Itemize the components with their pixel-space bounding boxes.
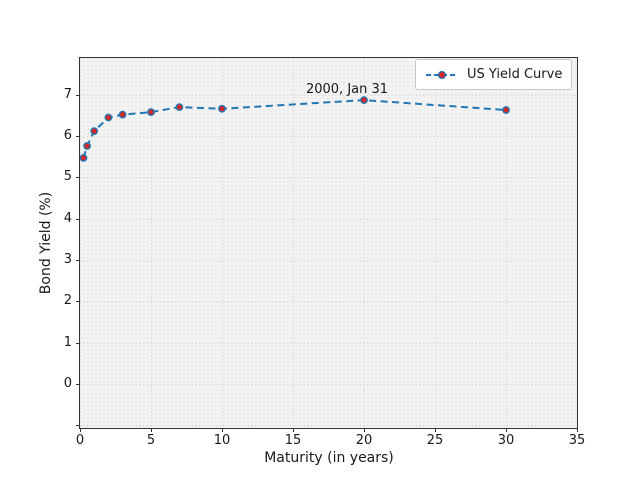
x-tick-label: 15 bbox=[284, 433, 302, 448]
x-tick-label: 5 bbox=[146, 433, 156, 448]
annotation-label: 2000, Jan 31 bbox=[305, 82, 389, 97]
x-tick-label: 20 bbox=[355, 433, 373, 448]
y-tick-label: 7 bbox=[63, 86, 72, 102]
y-tick-label: 3 bbox=[63, 251, 72, 267]
data-point-marker[interactable] bbox=[104, 113, 113, 122]
x-tick-label: 0 bbox=[75, 433, 85, 448]
y-tick-label: 0 bbox=[63, 375, 72, 391]
legend[interactable]: US Yield Curve bbox=[415, 59, 572, 90]
x-tick-label: 30 bbox=[497, 433, 515, 448]
axes-frame bbox=[79, 57, 578, 429]
x-tick-label: 35 bbox=[568, 433, 586, 448]
plot-area bbox=[80, 58, 577, 428]
y-tick-label: 5 bbox=[63, 169, 72, 185]
data-point-marker[interactable] bbox=[83, 142, 92, 150]
legend-label: US Yield Curve bbox=[467, 67, 563, 82]
data-point-marker[interactable] bbox=[502, 106, 510, 114]
y-tick-label: 1 bbox=[63, 334, 72, 350]
data-point-marker[interactable] bbox=[147, 108, 155, 117]
series-line bbox=[82, 99, 507, 159]
data-point-marker[interactable] bbox=[360, 96, 368, 105]
legend-line-marker-icon bbox=[426, 70, 458, 79]
x-tick-label: 10 bbox=[213, 433, 231, 448]
data-point-marker[interactable] bbox=[218, 104, 226, 113]
y-tick-label: 6 bbox=[63, 128, 72, 144]
y-axis-label: Bond Yield (%) bbox=[38, 191, 54, 295]
data-point-marker[interactable] bbox=[118, 110, 127, 119]
data-point-marker[interactable] bbox=[79, 153, 88, 162]
x-axis-label: Maturity (in years) bbox=[264, 450, 394, 466]
y-tick-label: 4 bbox=[63, 210, 72, 226]
data-point-marker[interactable] bbox=[90, 127, 99, 136]
x-tick-label: 25 bbox=[426, 433, 444, 448]
y-tick-label: 2 bbox=[63, 293, 72, 309]
data-point-marker[interactable] bbox=[175, 103, 184, 112]
